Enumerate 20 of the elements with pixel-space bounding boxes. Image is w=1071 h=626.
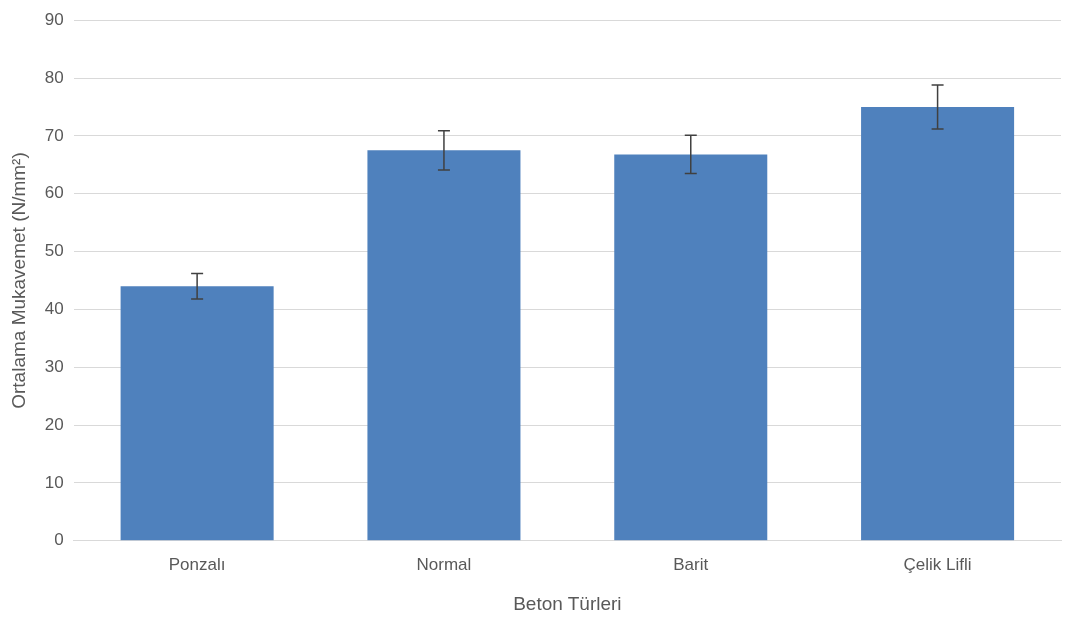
- x-tick-label: Barit: [673, 554, 709, 574]
- bar: [120, 286, 274, 541]
- bar: [861, 106, 1015, 541]
- y-tick-label: 90: [44, 9, 64, 29]
- x-tick-label: Çelik Lifli: [903, 554, 972, 574]
- x-tick-label: Normal: [416, 554, 472, 574]
- bar: [614, 154, 768, 541]
- y-tick-label: 60: [44, 183, 64, 203]
- y-tick-label: 50: [44, 241, 64, 261]
- x-tick-label: Ponzalı: [168, 554, 226, 574]
- y-tick-label: 80: [44, 67, 64, 87]
- y-tick-label: 20: [44, 414, 64, 434]
- y-tick-label: 30: [44, 356, 64, 376]
- bar: [367, 150, 521, 541]
- y-axis-title: Ortalama Mukavemet (N/mm²): [7, 152, 29, 409]
- x-axis-title: Beton Türleri: [513, 592, 622, 614]
- y-tick-label: 40: [44, 299, 64, 319]
- y-tick-label: 10: [44, 472, 64, 492]
- y-tick-label: 70: [44, 125, 64, 145]
- y-tick-label: 0: [54, 530, 64, 550]
